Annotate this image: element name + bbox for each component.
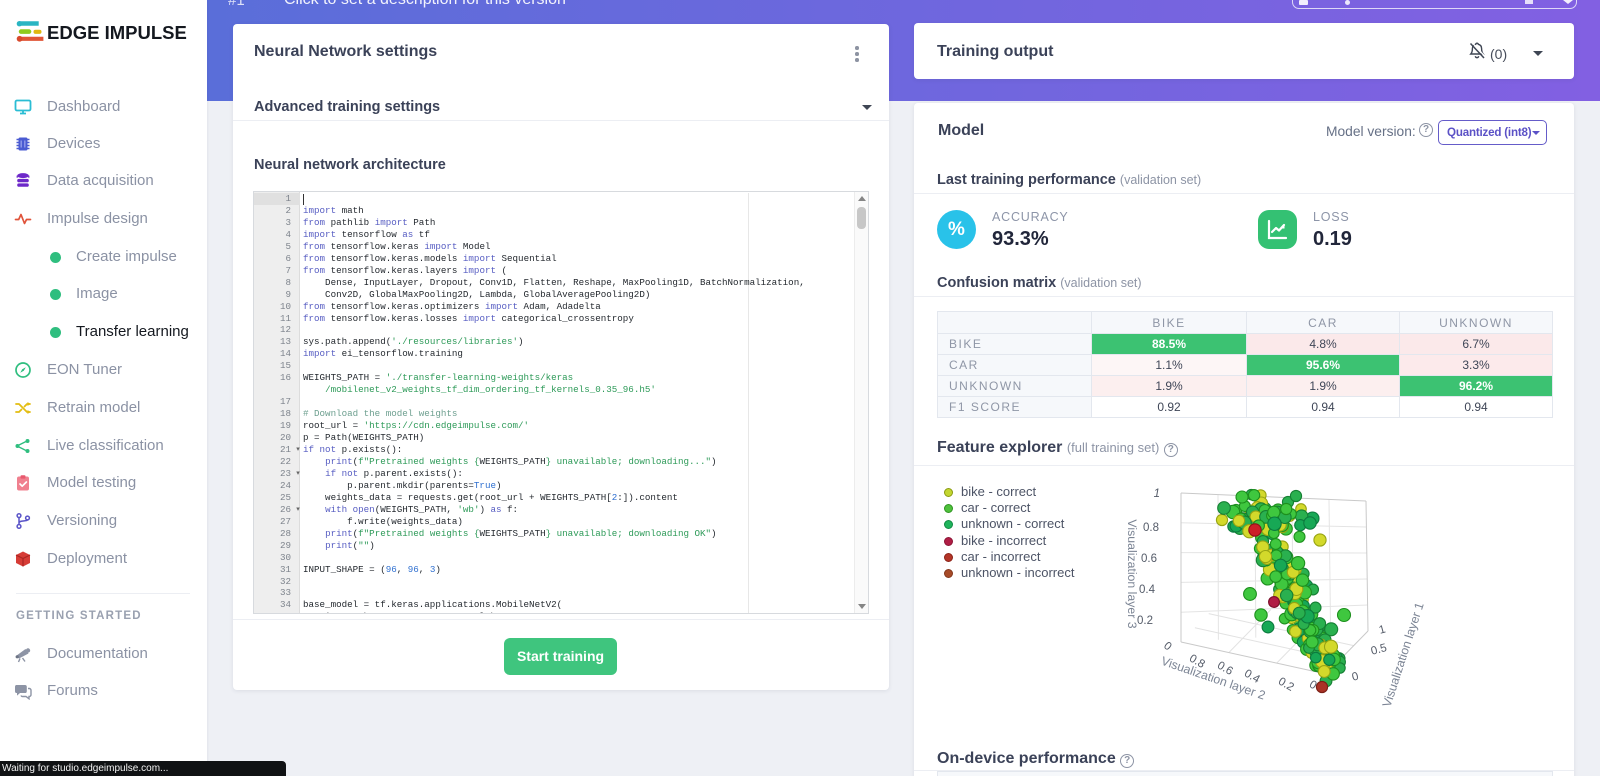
svg-text:Visualization layer 3: Visualization layer 3: [1125, 519, 1139, 628]
svg-text:0.8: 0.8: [1143, 522, 1159, 534]
svg-text:0: 0: [1307, 679, 1319, 693]
svg-text:0.6: 0.6: [1141, 553, 1157, 565]
svg-text:1: 1: [1378, 624, 1387, 637]
svg-text:Visualization layer 1: Visualization layer 1: [1380, 601, 1427, 709]
svg-text:0: 0: [1161, 640, 1173, 653]
svg-text:0.2: 0.2: [1276, 676, 1296, 694]
svg-text:0.2: 0.2: [1137, 615, 1153, 627]
svg-text:1: 1: [1154, 488, 1160, 500]
svg-text:0: 0: [1351, 671, 1360, 684]
svg-text:0.4: 0.4: [1139, 584, 1156, 596]
svg-text:0.5: 0.5: [1370, 642, 1389, 658]
